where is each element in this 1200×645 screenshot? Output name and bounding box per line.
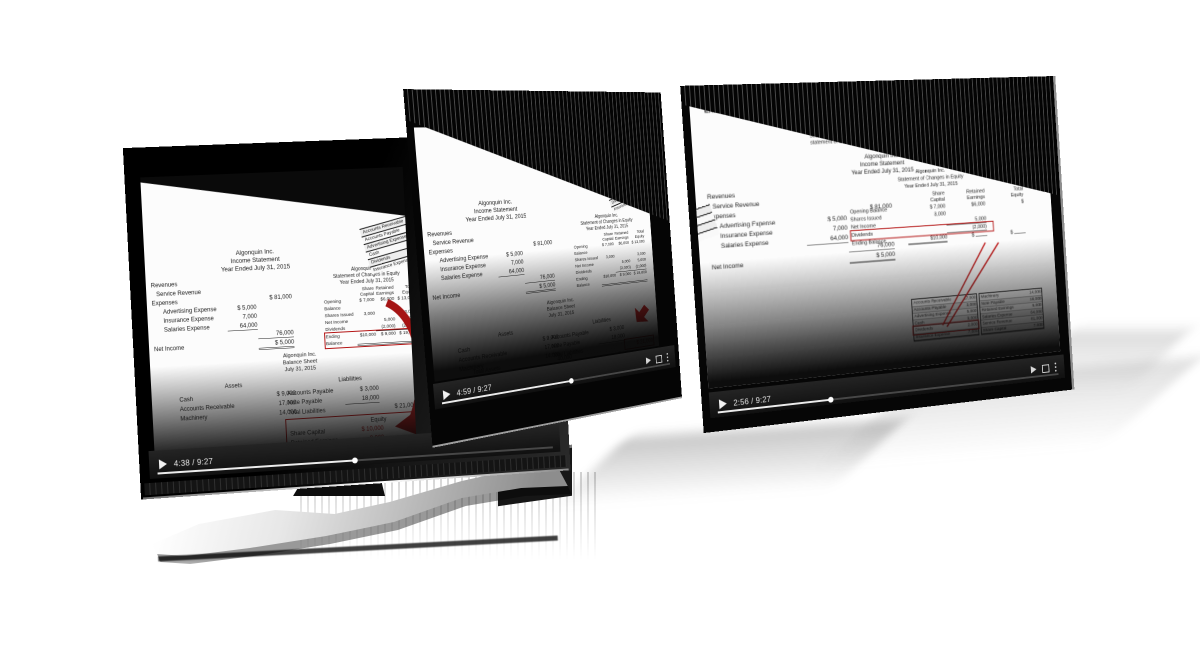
fullscreen-icon[interactable] xyxy=(655,354,662,364)
menu-icon[interactable] xyxy=(1054,362,1057,365)
equity-statement: Share Capital Retained Earnings Total Equit… xyxy=(573,229,648,289)
volume-icon[interactable] xyxy=(645,356,651,365)
assets-header: Assets xyxy=(497,329,514,339)
video-panel-middle: Accounts Receivable Accounts Payable Adv… xyxy=(403,89,683,448)
assets-header: Assets xyxy=(224,381,243,390)
cell-value: $ 7,000 xyxy=(359,296,375,304)
cell-value: $ xyxy=(947,230,988,242)
play-icon[interactable] xyxy=(442,389,451,401)
play-icon[interactable] xyxy=(158,458,168,470)
cell-value: $10,000 xyxy=(356,331,377,346)
income-statement-title: Algonquin Inc. Income Statement Year End… xyxy=(177,245,333,276)
cell-value: $ xyxy=(987,227,1026,240)
timestamp: 4:38 / 9:27 xyxy=(173,456,214,468)
video-panel-left: Accounts Receivable Accounts Payable Adv… xyxy=(122,131,571,500)
cell-label: Ending Balance xyxy=(576,275,590,289)
cell-value: $10,000 xyxy=(601,272,617,287)
balance-sheet-title: Algonquin Inc. Balance Sheet July 31, 20… xyxy=(227,348,372,377)
fullscreen-icon[interactable] xyxy=(1041,363,1050,373)
cell-value: $ 9,000 xyxy=(615,270,632,285)
video-surface[interactable]: Accounts Receivable Accounts Payable Adv… xyxy=(140,166,417,465)
col-header: Total Equity xyxy=(402,283,415,296)
cell-value: $10,000 xyxy=(907,233,948,246)
video-panel-right: Accounts Receivable Accounts Payable Adv… xyxy=(680,76,1075,434)
cell-value: $ 5,000 xyxy=(525,280,556,294)
cell-value: $ 19,000 xyxy=(631,269,648,284)
cell-value: $ 5,000 xyxy=(258,337,295,350)
volume-icon[interactable] xyxy=(1030,365,1037,374)
play-icon[interactable] xyxy=(718,398,728,410)
income-statement: Revenues Service Revenue Expenses $ 81,00… xyxy=(427,221,561,304)
liabilities-header: Liabilities xyxy=(338,374,363,383)
cell-label: Ending Balance xyxy=(325,333,343,347)
liabilities-header: Liabilities xyxy=(592,316,612,325)
annotation-connector xyxy=(901,239,1023,337)
cell-label: Total Liabilities xyxy=(288,406,326,416)
income-statement: Revenues Service Revenue Expenses $ 81,00… xyxy=(151,274,301,356)
cell-value: $ 5,000 xyxy=(849,249,896,264)
menu-icon[interactable] xyxy=(666,352,669,356)
cell-value: 7,000 xyxy=(1033,321,1044,328)
